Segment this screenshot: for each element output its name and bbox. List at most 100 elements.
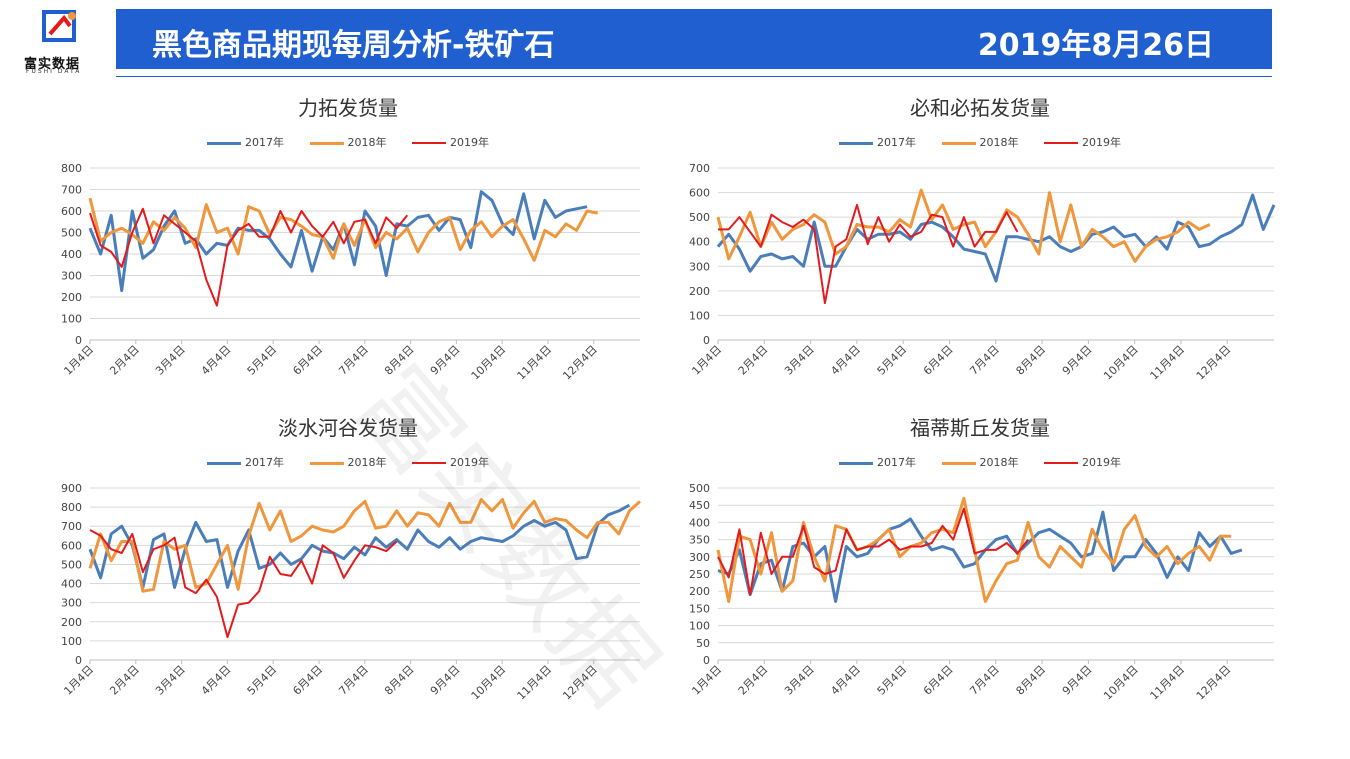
y-tick-label: 0 xyxy=(703,334,710,347)
x-tick-label: 10月4日 xyxy=(469,663,509,703)
x-tick-label: 10月4日 xyxy=(1101,663,1141,703)
x-tick-label: 7月4日 xyxy=(336,663,371,698)
series-line-2017年 xyxy=(88,503,631,589)
logo-text: 富实数据 xyxy=(24,57,81,72)
y-tick-label: 300 xyxy=(689,551,710,564)
chart-panel-vale: 淡水河谷发货量 2017年 2018年 2019年 0 100 200 300 400 5… xyxy=(48,408,648,718)
legend-item-2017: 2017年 xyxy=(839,454,916,470)
chart-panel-fmg: 福蒂斯丘发货量 2017年 2018年 2019年 0 50 100 150 200 25… xyxy=(680,408,1280,718)
y-tick-label: 300 xyxy=(61,597,82,610)
series-line-2019年 xyxy=(89,529,398,639)
y-tick-label: 600 xyxy=(689,187,710,200)
x-tick-label: 11月4日 xyxy=(515,343,555,383)
x-tick-label: 10月4日 xyxy=(469,343,509,383)
y-tick-label: 0 xyxy=(75,654,82,667)
x-tick-label: 9月4日 xyxy=(1060,343,1095,378)
x-tick-label: 9月4日 xyxy=(428,663,463,698)
y-tick-label: 200 xyxy=(689,285,710,298)
y-tick-label: 500 xyxy=(61,558,82,571)
legend-item-2017: 2017年 xyxy=(207,454,284,470)
x-tick-label: 5月4日 xyxy=(875,343,910,378)
x-tick-label: 10月4日 xyxy=(1101,343,1141,383)
chart-legend: 2017年 2018年 2019年 xyxy=(48,454,648,470)
y-tick-label: 350 xyxy=(689,534,710,547)
y-tick-label: 800 xyxy=(61,162,82,175)
page-title: 黑色商品期现每周分析-铁矿石 xyxy=(152,28,555,63)
logo-icon xyxy=(42,10,76,42)
x-tick-label: 8月4日 xyxy=(382,343,417,378)
series-line-2018年 xyxy=(716,188,1211,263)
series-line-2019年 xyxy=(717,507,1029,596)
y-tick-label: 400 xyxy=(689,516,710,529)
x-tick-label: 4月4日 xyxy=(199,343,234,378)
chart-panel-bhp: 必和必拓发货量 2017年 2018年 2019年 0 100 200 300 400 5… xyxy=(680,88,1280,398)
y-tick-label: 0 xyxy=(75,334,82,347)
y-tick-label: 250 xyxy=(689,568,710,581)
x-tick-label: 6月4日 xyxy=(921,343,956,378)
x-tick-label: 1月4日 xyxy=(61,663,96,698)
y-tick-label: 600 xyxy=(61,539,82,552)
legend-item-2018: 2018年 xyxy=(309,454,387,470)
legend-item-2017: 2017年 xyxy=(839,134,916,150)
y-tick-label: 700 xyxy=(61,520,82,533)
y-tick-label: 500 xyxy=(689,482,710,495)
y-tick-label: 400 xyxy=(689,236,710,249)
x-tick-label: 8月4日 xyxy=(1014,343,1049,378)
x-tick-label: 2月4日 xyxy=(107,663,142,698)
report-date: 2019年8月26日 xyxy=(977,28,1214,63)
x-tick-label: 11月4日 xyxy=(515,663,555,703)
legend-item-2018: 2018年 xyxy=(941,454,1019,470)
x-tick-label: 4月4日 xyxy=(828,663,863,698)
x-tick-label: 3月4日 xyxy=(782,343,817,378)
x-tick-label: 12月4日 xyxy=(560,343,600,383)
x-tick-label: 11月4日 xyxy=(1148,663,1188,703)
chart-title: 力拓发货量 xyxy=(298,96,398,120)
y-tick-label: 700 xyxy=(61,184,82,197)
y-tick-label: 100 xyxy=(689,309,710,322)
x-tick-label: 2月4日 xyxy=(107,343,142,378)
y-tick-label: 300 xyxy=(61,270,82,283)
x-tick-label: 8月4日 xyxy=(382,663,417,698)
series-line-2019年 xyxy=(718,203,1019,305)
x-tick-label: 6月4日 xyxy=(290,663,325,698)
x-tick-label: 8月4日 xyxy=(1014,663,1049,698)
chart-legend: 2017年 2018年 2019年 xyxy=(680,134,1280,150)
x-tick-label: 4月4日 xyxy=(828,343,863,378)
y-tick-label: 100 xyxy=(689,620,710,633)
logo-subtext: FUSHI DATA xyxy=(26,68,82,75)
y-tick-label: 50 xyxy=(696,637,710,650)
x-tick-label: 9月4日 xyxy=(428,343,463,378)
x-tick-label: 7月4日 xyxy=(967,663,1002,698)
series-line-2017年 xyxy=(717,510,1243,603)
y-tick-label: 200 xyxy=(61,291,82,304)
y-tick-label: 400 xyxy=(61,248,82,261)
x-tick-label: 5月4日 xyxy=(245,343,280,378)
x-tick-label: 1月4日 xyxy=(689,343,724,378)
legend-item-2019: 2019年 xyxy=(1044,134,1121,150)
line-chart: 0 50 100 150 200 250 300 350 400 450 500 1月4日 2月4日 3月… xyxy=(689,482,1274,703)
series-line-2019年 xyxy=(89,207,409,307)
x-tick-label: 4月4日 xyxy=(199,663,234,698)
chart-title: 淡水河谷发货量 xyxy=(278,416,418,440)
chart-legend: 2017年 2018年 2019年 xyxy=(680,454,1280,470)
x-tick-label: 7月4日 xyxy=(967,343,1002,378)
x-tick-label: 12月4日 xyxy=(1194,343,1234,383)
x-tick-label: 5月4日 xyxy=(245,663,280,698)
legend-item-2018: 2018年 xyxy=(941,134,1019,150)
y-tick-label: 500 xyxy=(61,227,82,240)
y-tick-label: 0 xyxy=(703,654,710,667)
y-tick-label: 500 xyxy=(689,211,710,224)
x-tick-label: 7月4日 xyxy=(336,343,371,378)
legend-item-2019: 2019年 xyxy=(412,454,489,470)
header-divider xyxy=(116,76,1272,77)
legend-item-2019: 2019年 xyxy=(412,134,489,150)
y-tick-label: 150 xyxy=(689,602,710,615)
x-tick-label: 5月4日 xyxy=(875,663,910,698)
legend-item-2019: 2019年 xyxy=(1044,454,1121,470)
x-tick-label: 12月4日 xyxy=(1194,663,1234,703)
series-line-2018年 xyxy=(88,498,642,593)
x-tick-label: 1月4日 xyxy=(61,343,96,378)
y-tick-label: 200 xyxy=(689,585,710,598)
line-chart: 0 100 200 300 400 500 600 700 800 1月4日 2月4日 3月4日 4月4… xyxy=(61,162,640,383)
y-tick-label: 400 xyxy=(61,578,82,591)
